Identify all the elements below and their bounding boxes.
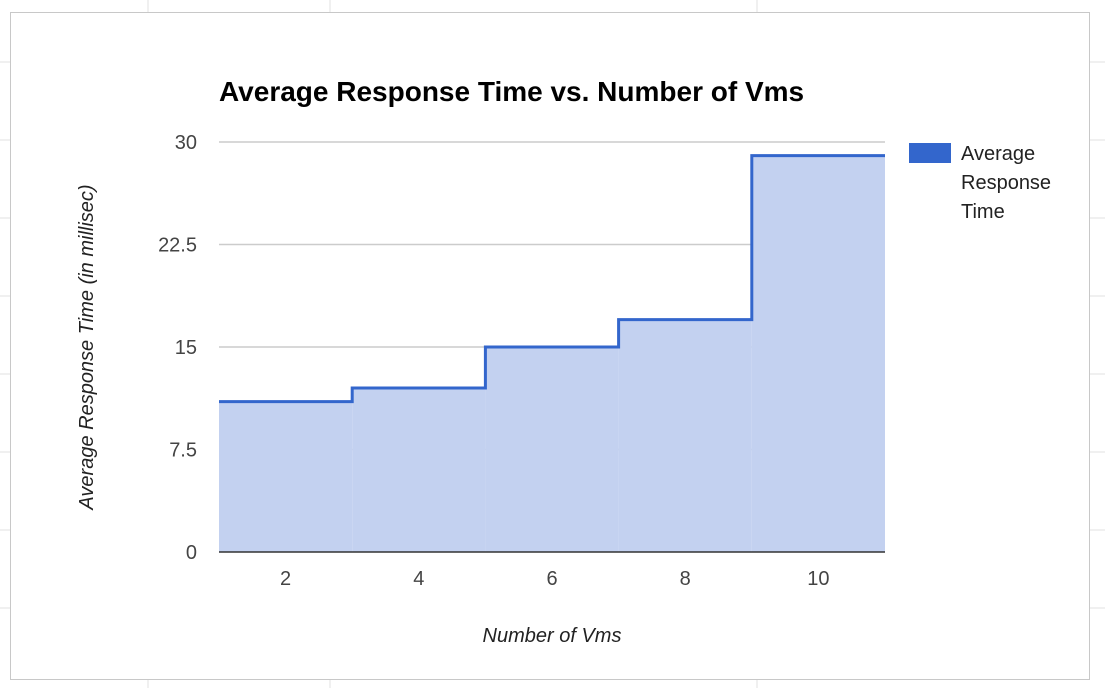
area-step-segment <box>352 388 486 552</box>
legend-swatch <box>909 143 951 163</box>
y-tick-label: 15 <box>175 337 197 359</box>
series-lines <box>219 154 885 404</box>
y-axis-title: Average Response Time (in millisec) <box>76 184 98 510</box>
area-step-segment <box>751 155 885 552</box>
area-step-segment <box>618 319 752 552</box>
series-line <box>219 154 885 404</box>
legend[interactable]: Average Response Time <box>909 143 1051 223</box>
y-tick-label: 7.5 <box>169 440 197 462</box>
legend-label: Average Response Time <box>961 143 1051 223</box>
chart-title: Average Response Time vs. Number of Vms <box>219 76 804 107</box>
area-step-segment <box>219 401 353 552</box>
x-tick-labels: 2 4 6 8 10 <box>280 568 829 590</box>
x-tick-label: 10 <box>807 568 829 590</box>
chart-card[interactable]: Average Response Time vs. Number of Vms … <box>10 12 1090 680</box>
x-tick-label: 4 <box>413 568 424 590</box>
series-area <box>219 155 885 552</box>
x-tick-label: 8 <box>680 568 691 590</box>
x-tick-label: 6 <box>546 568 557 590</box>
x-axis-title: Number of Vms <box>483 625 622 647</box>
chart-canvas: Average Response Time vs. Number of Vms … <box>76 76 1051 647</box>
y-tick-label: 30 <box>175 132 197 154</box>
y-tick-label: 22.5 <box>158 235 197 257</box>
area-step-segment <box>485 347 619 552</box>
x-tick-label: 2 <box>280 568 291 590</box>
y-tick-labels: 0 7.5 15 22.5 30 <box>158 132 197 564</box>
y-tick-label: 0 <box>186 542 197 564</box>
